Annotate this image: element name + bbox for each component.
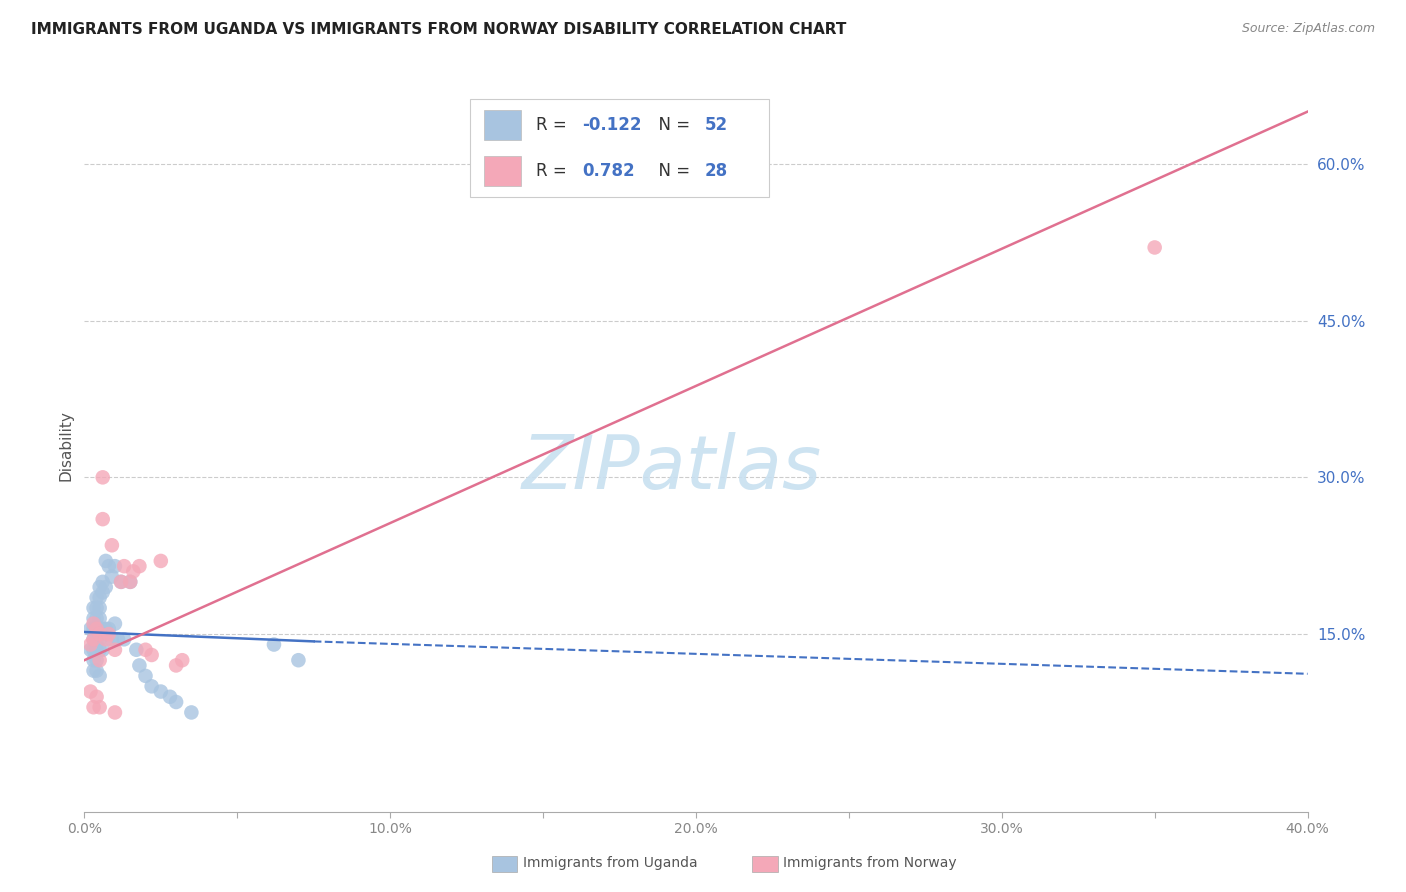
Point — [86, 642, 108, 657]
Point — [120, 574, 142, 589]
Point — [89, 611, 111, 625]
Point — [172, 653, 194, 667]
Point — [149, 554, 172, 568]
Point — [101, 632, 124, 647]
Point — [128, 559, 150, 574]
Point — [86, 632, 108, 647]
Point — [89, 700, 111, 714]
Point — [287, 653, 309, 667]
Point — [83, 622, 105, 636]
Point — [91, 512, 114, 526]
Point — [104, 706, 127, 720]
Point — [107, 632, 129, 647]
Point — [104, 642, 127, 657]
Point — [120, 574, 142, 589]
Point — [83, 700, 105, 714]
Point — [89, 601, 111, 615]
Point — [125, 642, 148, 657]
Point — [104, 616, 127, 631]
Point — [97, 559, 120, 574]
Text: 0.782: 0.782 — [582, 162, 636, 180]
Point — [159, 690, 181, 704]
Point — [110, 574, 132, 589]
Point — [86, 601, 108, 615]
Text: ZIPatlas: ZIPatlas — [522, 432, 821, 504]
Point — [91, 642, 114, 657]
Point — [135, 669, 157, 683]
Bar — [484, 110, 522, 140]
Point — [110, 574, 132, 589]
Point — [101, 538, 124, 552]
Point — [86, 591, 108, 605]
Bar — [484, 155, 522, 186]
Point — [89, 669, 111, 683]
Point — [86, 653, 108, 667]
Point — [83, 632, 105, 647]
Point — [91, 470, 114, 484]
Point — [79, 638, 101, 652]
Point — [135, 642, 157, 657]
Text: Immigrants from Uganda: Immigrants from Uganda — [523, 856, 697, 871]
Point — [89, 622, 111, 636]
Point — [94, 622, 117, 636]
Point — [97, 627, 120, 641]
Text: R =: R = — [536, 116, 572, 134]
Point — [86, 611, 108, 625]
Text: IMMIGRANTS FROM UGANDA VS IMMIGRANTS FROM NORWAY DISABILITY CORRELATION CHART: IMMIGRANTS FROM UGANDA VS IMMIGRANTS FRO… — [31, 22, 846, 37]
Point — [94, 632, 117, 647]
Y-axis label: Disability: Disability — [58, 410, 73, 482]
Text: Source: ZipAtlas.com: Source: ZipAtlas.com — [1241, 22, 1375, 36]
Point — [83, 664, 105, 678]
Point — [89, 632, 111, 647]
Point — [122, 565, 145, 579]
Point — [141, 679, 163, 693]
Point — [86, 622, 108, 636]
Point — [83, 642, 105, 657]
Text: N =: N = — [648, 162, 696, 180]
Point — [89, 580, 111, 594]
Point — [180, 706, 202, 720]
Point — [263, 638, 285, 652]
Point — [165, 658, 187, 673]
Point — [149, 684, 172, 698]
Point — [86, 664, 108, 678]
Point — [83, 653, 105, 667]
Text: 28: 28 — [704, 162, 728, 180]
Point — [141, 648, 163, 662]
Point — [91, 585, 114, 599]
Text: Immigrants from Norway: Immigrants from Norway — [783, 856, 956, 871]
Point — [112, 632, 135, 647]
Point — [89, 627, 111, 641]
Point — [165, 695, 187, 709]
Point — [83, 616, 105, 631]
Point — [1143, 240, 1166, 254]
Text: R =: R = — [536, 162, 572, 180]
Point — [97, 622, 120, 636]
Point — [128, 658, 150, 673]
Point — [79, 642, 101, 657]
Point — [112, 559, 135, 574]
Point — [91, 622, 114, 636]
Point — [79, 684, 101, 698]
Point — [86, 690, 108, 704]
Text: N =: N = — [648, 116, 696, 134]
FancyBboxPatch shape — [470, 99, 769, 197]
Point — [83, 632, 105, 647]
Point — [83, 611, 105, 625]
Point — [101, 569, 124, 583]
Point — [91, 574, 114, 589]
Point — [89, 653, 111, 667]
Point — [89, 591, 111, 605]
Point — [104, 559, 127, 574]
Point — [86, 622, 108, 636]
Text: -0.122: -0.122 — [582, 116, 641, 134]
Point — [89, 642, 111, 657]
Point — [79, 622, 101, 636]
Point — [94, 580, 117, 594]
Point — [94, 554, 117, 568]
Text: 52: 52 — [704, 116, 728, 134]
Point — [83, 601, 105, 615]
